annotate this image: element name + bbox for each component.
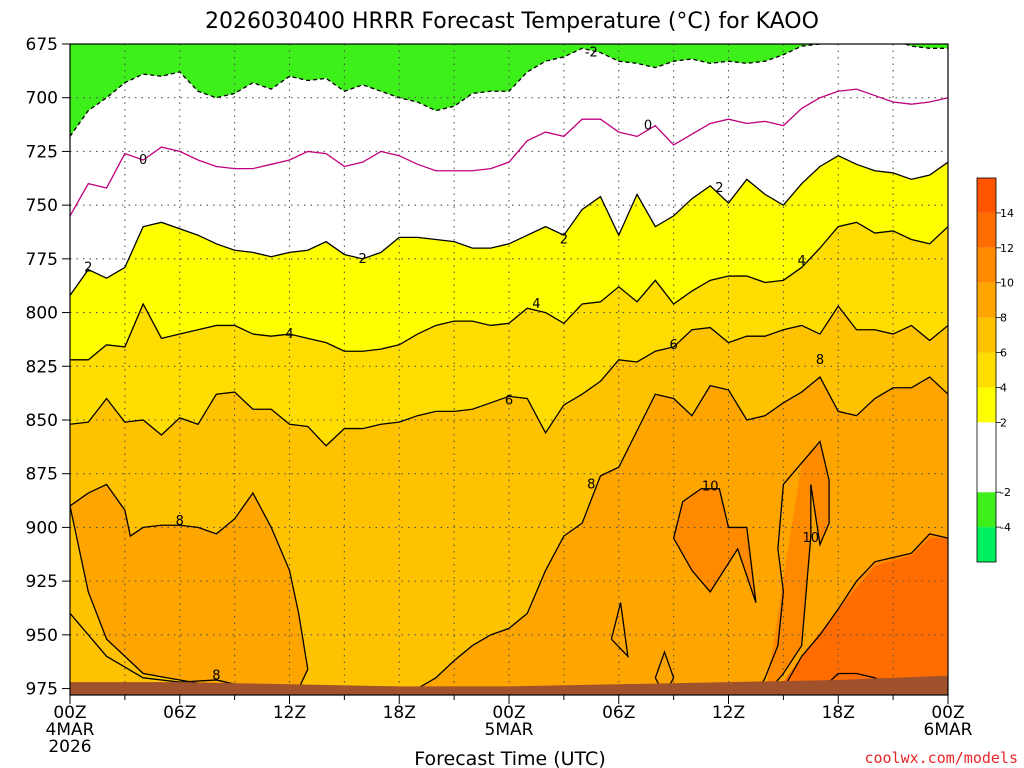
y-tick-label: 875 — [26, 465, 58, 485]
y-tick-label: 675 — [26, 35, 58, 55]
y-tick-label: 750 — [26, 196, 58, 216]
isotherm-contours: -2 0 0 2 2 2 2 4 4 4 6 6 8 8 8 8 10 10 — [70, 44, 948, 695]
terrain-ground — [70, 675, 948, 695]
y-tick-label: 950 — [26, 626, 58, 646]
isotherm-label: 6 — [505, 394, 513, 409]
isotherm-label: 4 — [285, 327, 293, 342]
colorbar-label: -4 — [1000, 521, 1011, 534]
y-tick-label: 800 — [26, 304, 58, 324]
isotherm-line-0 — [70, 88, 948, 217]
x-tick-sublabel: 4MAR — [46, 720, 95, 740]
isotherm-line-8 — [70, 483, 309, 695]
watermark-text: coolwx.com/models — [864, 749, 1018, 767]
x-tick-label: 18Z — [822, 703, 855, 723]
isotherm-label: 8 — [212, 669, 220, 684]
band-10-12-fill-a — [673, 488, 756, 603]
chart-title: 2026030400 HRRR Forecast Temperature (°C… — [205, 9, 819, 34]
isotherm-label: 8 — [587, 477, 595, 492]
colorbar-border — [976, 177, 997, 563]
isotherm-label: 2 — [84, 260, 92, 275]
x-tick-label: 18Z — [383, 703, 416, 723]
axes: 6757007257507758008258508759009259509750… — [26, 35, 973, 757]
colorbar-swatch — [977, 422, 996, 493]
x-tick-label: 00Z — [53, 703, 86, 723]
x-tick-label: 12Z — [273, 703, 306, 723]
colorbar-swatch — [977, 527, 996, 562]
isotherm-line-n2 — [70, 44, 948, 137]
band-8-10-fill-east — [70, 377, 948, 695]
isotherm-label: 0 — [139, 153, 147, 168]
isotherm-label: 8 — [816, 353, 824, 368]
isotherm-line-8 — [610, 602, 629, 659]
isotherm-label: 10 — [702, 480, 719, 495]
y-tick-label: 700 — [26, 89, 58, 109]
isotherm-line-2 — [70, 154, 948, 296]
isotherm-label: 8 — [176, 514, 184, 529]
colorbar-label: -2 — [1000, 486, 1011, 499]
x-tick-label: 06Z — [602, 703, 635, 723]
band-12-14-fill — [774, 538, 948, 695]
colorbar-label: 4 — [1000, 381, 1007, 394]
x-tick-sublabel: 5MAR — [485, 720, 534, 740]
x-tick-sublabel: 2026 — [48, 737, 91, 757]
colorbar-swatch — [977, 178, 996, 213]
y-tick-label: 925 — [26, 572, 58, 592]
y-tick-label: 900 — [26, 518, 58, 538]
terrain-fill — [70, 675, 948, 695]
colorbar-swatch — [977, 352, 996, 388]
x-tick-label: 06Z — [163, 703, 196, 723]
y-tick-label: 725 — [26, 142, 58, 162]
isotherm-label: 10 — [803, 531, 820, 546]
isotherm-label: 2 — [359, 252, 367, 267]
isotherm-line-10 — [672, 488, 757, 603]
isotherm-label: 4 — [532, 297, 540, 312]
x-tick-label: 12Z — [712, 703, 745, 723]
isotherm-label: 0 — [644, 119, 652, 134]
colorbar-label: 12 — [1000, 242, 1014, 255]
y-tick-label: 825 — [26, 357, 58, 377]
isotherm-line-6 — [70, 305, 948, 447]
colorbar-swatch — [977, 492, 996, 528]
y-tick-label: 975 — [26, 680, 58, 700]
isotherm-label: 6 — [669, 338, 677, 353]
isotherm-line-8 — [70, 376, 948, 695]
colorbar: -4 -2 2 4 6 8 10 12 14 — [976, 177, 1014, 563]
isotherm-label: 2 — [560, 233, 568, 248]
isotherm-label: -2 — [585, 46, 598, 61]
isotherm-line-10 — [755, 462, 803, 695]
isotherm-label: 2 — [715, 181, 723, 196]
x-axis-label: Forecast Time (UTC) — [414, 748, 605, 768]
colorbar-label: 10 — [1000, 277, 1014, 290]
x-tick-label: 00Z — [492, 703, 525, 723]
grid-lines — [70, 43, 948, 695]
colorbar-swatch — [977, 212, 996, 248]
colorbar-swatch — [977, 282, 996, 318]
band-8-10-fill-west — [70, 484, 308, 695]
colorbar-label: 2 — [1000, 416, 1007, 429]
colorbar-swatch — [977, 317, 996, 353]
x-tick-label: 00Z — [931, 703, 964, 723]
colorbar-swatch — [977, 387, 996, 423]
y-tick-label: 850 — [26, 411, 58, 431]
colorbar-label: 8 — [1000, 312, 1007, 325]
colorbar-swatch — [977, 247, 996, 283]
y-tick-label: 775 — [26, 250, 58, 270]
colorbar-label: 6 — [1000, 347, 1007, 360]
isotherm-line-4 — [70, 221, 948, 361]
x-tick-sublabel: 6MAR — [924, 720, 973, 740]
isotherm-label: 4 — [798, 254, 806, 269]
colorbar-label: 14 — [1000, 207, 1014, 220]
